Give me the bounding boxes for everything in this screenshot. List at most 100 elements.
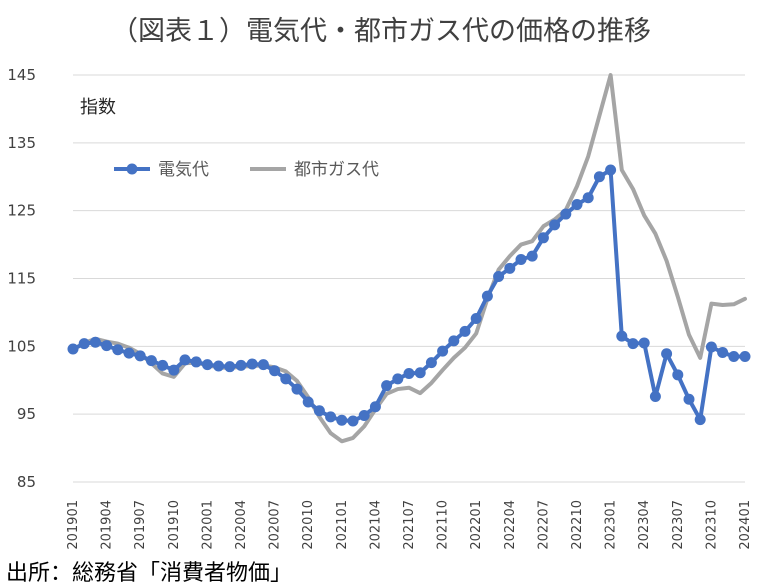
point-electricity-201912 (190, 356, 202, 368)
point-electricity-202206 (526, 250, 538, 262)
point-electricity-202106 (392, 373, 404, 385)
x-tick-label-202207: 202207 (536, 500, 551, 550)
x-tick-label-201904: 201904 (100, 500, 115, 550)
point-electricity-202305 (649, 391, 661, 403)
point-electricity-202309 (694, 414, 706, 426)
x-tick-label-202101: 202101 (335, 500, 350, 550)
y-tick-label-135: 135 (7, 134, 36, 152)
point-electricity-201901 (67, 343, 79, 355)
x-tick-label-201907: 201907 (133, 500, 148, 550)
x-tick-label-202304: 202304 (637, 500, 652, 550)
point-electricity-201911 (179, 354, 191, 366)
point-electricity-202108 (414, 367, 426, 379)
point-electricity-202303 (627, 338, 639, 350)
point-electricity-202103 (358, 410, 370, 422)
point-electricity-202301 (605, 164, 617, 176)
x-tick-label-202201: 202201 (469, 500, 484, 550)
point-electricity-202009 (291, 383, 303, 395)
x-axis-ticks: 201901 201904 201907 201910 202001 202004 2020… (66, 500, 753, 550)
point-electricity-201903 (89, 336, 101, 348)
point-electricity-202003 (224, 361, 236, 373)
legend-label-city-gas: 都市ガス代 (294, 160, 379, 180)
point-electricity-202112 (459, 325, 471, 337)
point-electricity-202012 (325, 411, 337, 423)
source-note: 出所：総務省「消費者物価」 (6, 561, 292, 586)
point-electricity-202007 (269, 365, 281, 377)
point-electricity-201908 (145, 355, 157, 367)
point-electricity-202005 (246, 358, 258, 370)
point-electricity-202307 (672, 369, 684, 381)
point-electricity-202308 (683, 393, 695, 405)
point-electricity-201902 (78, 338, 90, 350)
point-electricity-202204 (504, 262, 516, 274)
point-electricity-202212 (593, 171, 605, 183)
x-tick-label-201910: 201910 (167, 500, 182, 550)
point-electricity-202010 (302, 396, 314, 408)
point-electricity-202102 (347, 415, 359, 427)
point-electricity-202306 (661, 348, 673, 360)
point-electricity-202008 (280, 373, 292, 385)
point-electricity-202401 (739, 351, 751, 363)
point-electricity-202310 (705, 341, 717, 353)
point-electricity-202006 (257, 359, 269, 371)
x-tick-label-202010: 202010 (301, 500, 316, 550)
point-electricity-202208 (549, 219, 561, 231)
x-tick-label-202401: 202401 (738, 500, 753, 550)
point-electricity-202211 (582, 192, 594, 204)
x-tick-label-201901: 201901 (66, 500, 81, 550)
point-electricity-201907 (134, 350, 146, 362)
chart-title: （図表１）電気代・都市ガス代の価格の推移 (111, 16, 651, 47)
y-tick-label-145: 145 (7, 66, 36, 84)
point-electricity-202205 (515, 254, 527, 266)
point-electricity-202105 (381, 380, 393, 392)
y-tick-label-105: 105 (7, 337, 36, 355)
x-tick-label-202004: 202004 (234, 500, 249, 550)
series-line-electricity (71, 167, 747, 423)
point-electricity-202104 (369, 401, 381, 413)
legend-label-electricity: 電気代 (158, 160, 209, 180)
point-electricity-202001 (201, 359, 213, 371)
gridlines (73, 74, 745, 483)
x-tick-label-202104: 202104 (368, 500, 383, 550)
point-electricity-202207 (537, 232, 549, 244)
x-tick-label-202307: 202307 (671, 500, 686, 550)
legend-marker-electricity (126, 163, 138, 175)
point-electricity-202312 (728, 351, 740, 363)
point-electricity-202302 (616, 330, 628, 342)
point-electricity-202004 (235, 359, 247, 371)
legend: 電気代 都市ガス代 (114, 160, 379, 180)
x-tick-label-202001: 202001 (200, 500, 215, 550)
series-group (67, 73, 751, 444)
x-tick-label-202210: 202210 (570, 500, 585, 550)
point-electricity-202203 (493, 270, 505, 282)
point-electricity-202107 (403, 367, 415, 379)
point-electricity-202109 (425, 357, 437, 369)
y-axis-label: 指数 (80, 97, 116, 118)
point-electricity-202201 (470, 313, 482, 325)
point-electricity-202210 (571, 199, 583, 211)
point-electricity-202002 (213, 360, 225, 372)
y-tick-label-85: 85 (17, 473, 36, 491)
point-electricity-202209 (560, 208, 572, 220)
y-axis-ticks: 85 95 105 115 125 135 145 (7, 66, 36, 491)
x-tick-label-202301: 202301 (604, 500, 619, 550)
y-tick-label-125: 125 (7, 202, 36, 220)
point-electricity-202311 (717, 346, 729, 358)
point-electricity-201905 (112, 344, 124, 356)
x-tick-label-202110: 202110 (436, 500, 451, 550)
point-electricity-202101 (336, 414, 348, 426)
series-line-city-gas (71, 73, 747, 444)
point-electricity-201910 (168, 364, 180, 376)
point-electricity-202011 (313, 405, 325, 417)
point-electricity-201904 (101, 340, 113, 352)
x-tick-label-202310: 202310 (704, 500, 719, 550)
y-tick-label-115: 115 (7, 270, 36, 288)
point-electricity-202110 (437, 345, 449, 357)
x-tick-label-202107: 202107 (402, 500, 417, 550)
point-electricity-201909 (157, 359, 169, 371)
x-tick-label-202007: 202007 (268, 500, 283, 550)
x-tick-label-202204: 202204 (503, 500, 518, 550)
y-tick-label-95: 95 (17, 405, 36, 423)
point-electricity-202202 (481, 290, 493, 302)
